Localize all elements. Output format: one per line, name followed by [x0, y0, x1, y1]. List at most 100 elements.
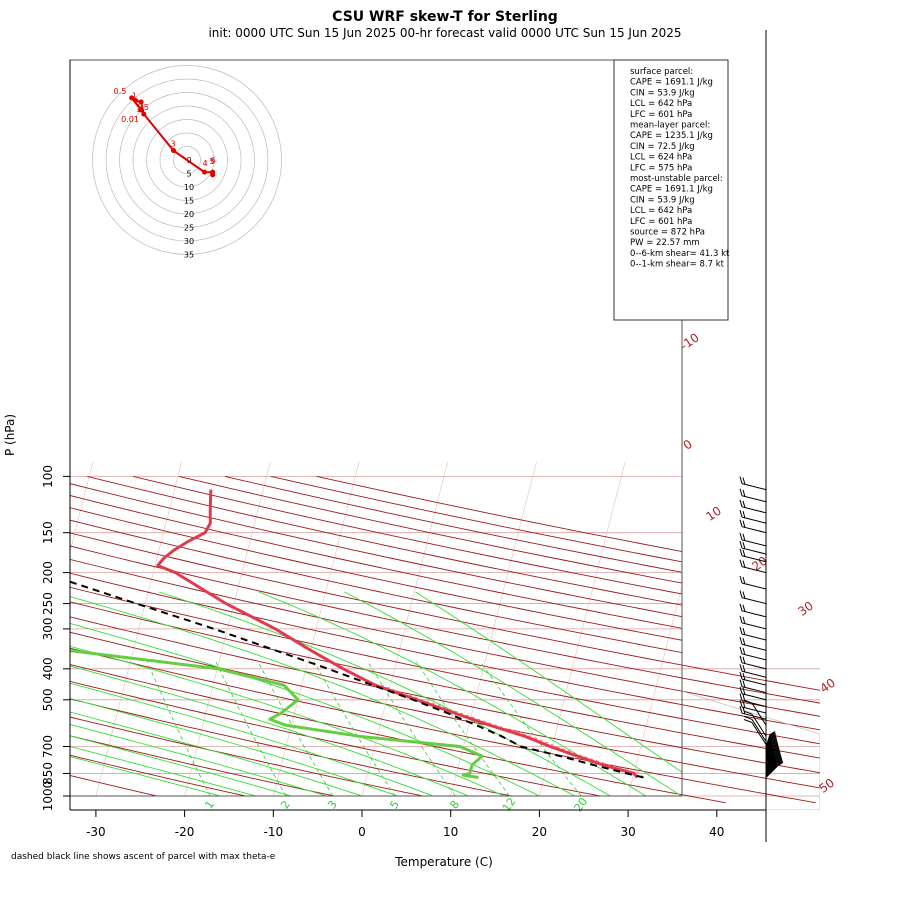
moist-adiabat: [70, 596, 576, 796]
wind-barb: [739, 590, 767, 605]
x-tick-label: -30: [86, 825, 106, 839]
hodograph-point: [210, 172, 216, 178]
hodograph-ring: [92, 65, 282, 255]
info-line: most-unstable parcel:: [630, 174, 723, 184]
mixing-ratio-label: 8: [447, 798, 462, 811]
hodograph-point-label: 6: [211, 156, 216, 165]
info-line: LCL = 642 hPa: [630, 206, 692, 216]
dry-adiabat: [682, 778, 816, 804]
info-line: CIN = 53.9 J/kg: [630, 88, 695, 98]
wind-barb: [739, 603, 767, 618]
isotherm-label: 50: [816, 776, 837, 796]
wind-barb: [765, 756, 782, 773]
y-tick-label: 100: [41, 465, 55, 488]
isotherm-label: 0: [681, 437, 695, 453]
info-line: LCL = 642 hPa: [630, 99, 692, 109]
dry-adiabat: [70, 572, 682, 706]
wind-barb: [739, 615, 767, 630]
x-axis-label: Temperature (C): [394, 855, 493, 869]
hodograph-ring: [173, 146, 201, 174]
moist-adiabat: [70, 645, 505, 796]
wind-barb: [743, 719, 767, 745]
wind-barb: [739, 575, 767, 590]
isotherm-label: 10: [703, 504, 724, 524]
hodograph-ring: [146, 119, 228, 201]
y-axis-label: P (hPa): [3, 414, 17, 456]
x-tick-label: 40: [709, 825, 724, 839]
moist-adiabat: [258, 591, 647, 796]
dry-adiabat: [682, 794, 726, 804]
wind-barb: [739, 559, 767, 574]
wind-barb: [765, 759, 783, 776]
wind-barb: [765, 748, 780, 765]
wind-barb: [765, 753, 781, 770]
info-line: LFC = 601 hPa: [630, 110, 692, 120]
info-box-frame: [613, 59, 729, 321]
dry-adiabat: [70, 698, 514, 796]
mixing-ratio-line: [257, 661, 334, 796]
wind-barb: [765, 762, 784, 778]
chart-subtitle: init: 0000 UTC Sun 15 Jun 2025 00-hr for…: [208, 26, 681, 40]
wind-barb: [739, 672, 767, 686]
hodograph-point-label: 0.5: [114, 87, 127, 96]
wind-barb: [765, 754, 782, 771]
dry-adiabat: [0, 476, 636, 802]
wind-barb: [739, 488, 767, 503]
wind-barb: [765, 755, 782, 772]
mixing-ratio-label: 20: [572, 795, 591, 814]
dry-adiabat: [70, 532, 682, 666]
mixing-ratio-line: [313, 661, 396, 796]
info-line: 0--6-km shear= 41.3 kt: [630, 249, 730, 259]
wind-barb: [739, 476, 767, 491]
dry-adiabat: [70, 647, 682, 780]
moist-adiabat: [70, 723, 327, 796]
hodograph-ring-label: 35: [184, 251, 194, 260]
isotherm-label: 30: [795, 599, 816, 619]
dry-adiabat: [70, 754, 248, 796]
wind-panel-background: [0, 476, 820, 810]
moist-adiabat: [415, 591, 682, 773]
dry-adiabat: [70, 545, 682, 679]
hodograph-point: [133, 98, 139, 104]
wind-barb: [739, 626, 767, 641]
dry-adiabat: [70, 735, 337, 796]
info-line: LCL = 624 hPa: [630, 153, 692, 163]
info-line: CAPE = 1235.1 J/kg: [630, 131, 713, 141]
isotherm-line: [450, 461, 537, 796]
dry-adiabat: [70, 680, 603, 796]
y-tick-label: 250: [41, 592, 55, 615]
dry-adiabat: [70, 716, 426, 796]
mixing-ratio-line: [215, 661, 287, 796]
y-tick-label: 400: [41, 657, 55, 680]
wind-barb: [765, 758, 783, 774]
dry-adiabat: [70, 586, 682, 720]
dry-adiabat: [682, 704, 820, 731]
dry-adiabat: [70, 507, 682, 641]
wind-barb: [739, 509, 767, 524]
hodograph-ring-label: 25: [184, 224, 194, 233]
x-tick-label: 0: [358, 825, 366, 839]
dry-adiabat: [70, 616, 682, 749]
dry-adiabat: [70, 483, 682, 618]
temperature-profile: [156, 489, 639, 779]
y-tick-label: 150: [41, 521, 55, 544]
mixing-ratio-label: 12: [500, 795, 519, 814]
hodograph-ring: [119, 92, 255, 228]
dry-adiabat: [70, 519, 682, 654]
wind-barb: [739, 540, 767, 555]
hodograph-point: [129, 95, 135, 101]
dry-adiabat: [178, 475, 682, 584]
mixing-ratio-label: 3: [325, 798, 340, 811]
wind-barb: [765, 747, 780, 764]
wind-barb: [739, 646, 767, 661]
wind-barb: [765, 731, 776, 747]
hodograph-point-label: 0.01: [121, 115, 139, 124]
y-tick-label: 200: [41, 561, 55, 584]
wind-barb: [739, 499, 767, 514]
isotherm-line: [627, 584, 682, 796]
moist-adiabat: [70, 665, 469, 796]
parcel-ascent-profile: [70, 580, 644, 779]
isotherm-label: -10: [678, 330, 702, 353]
